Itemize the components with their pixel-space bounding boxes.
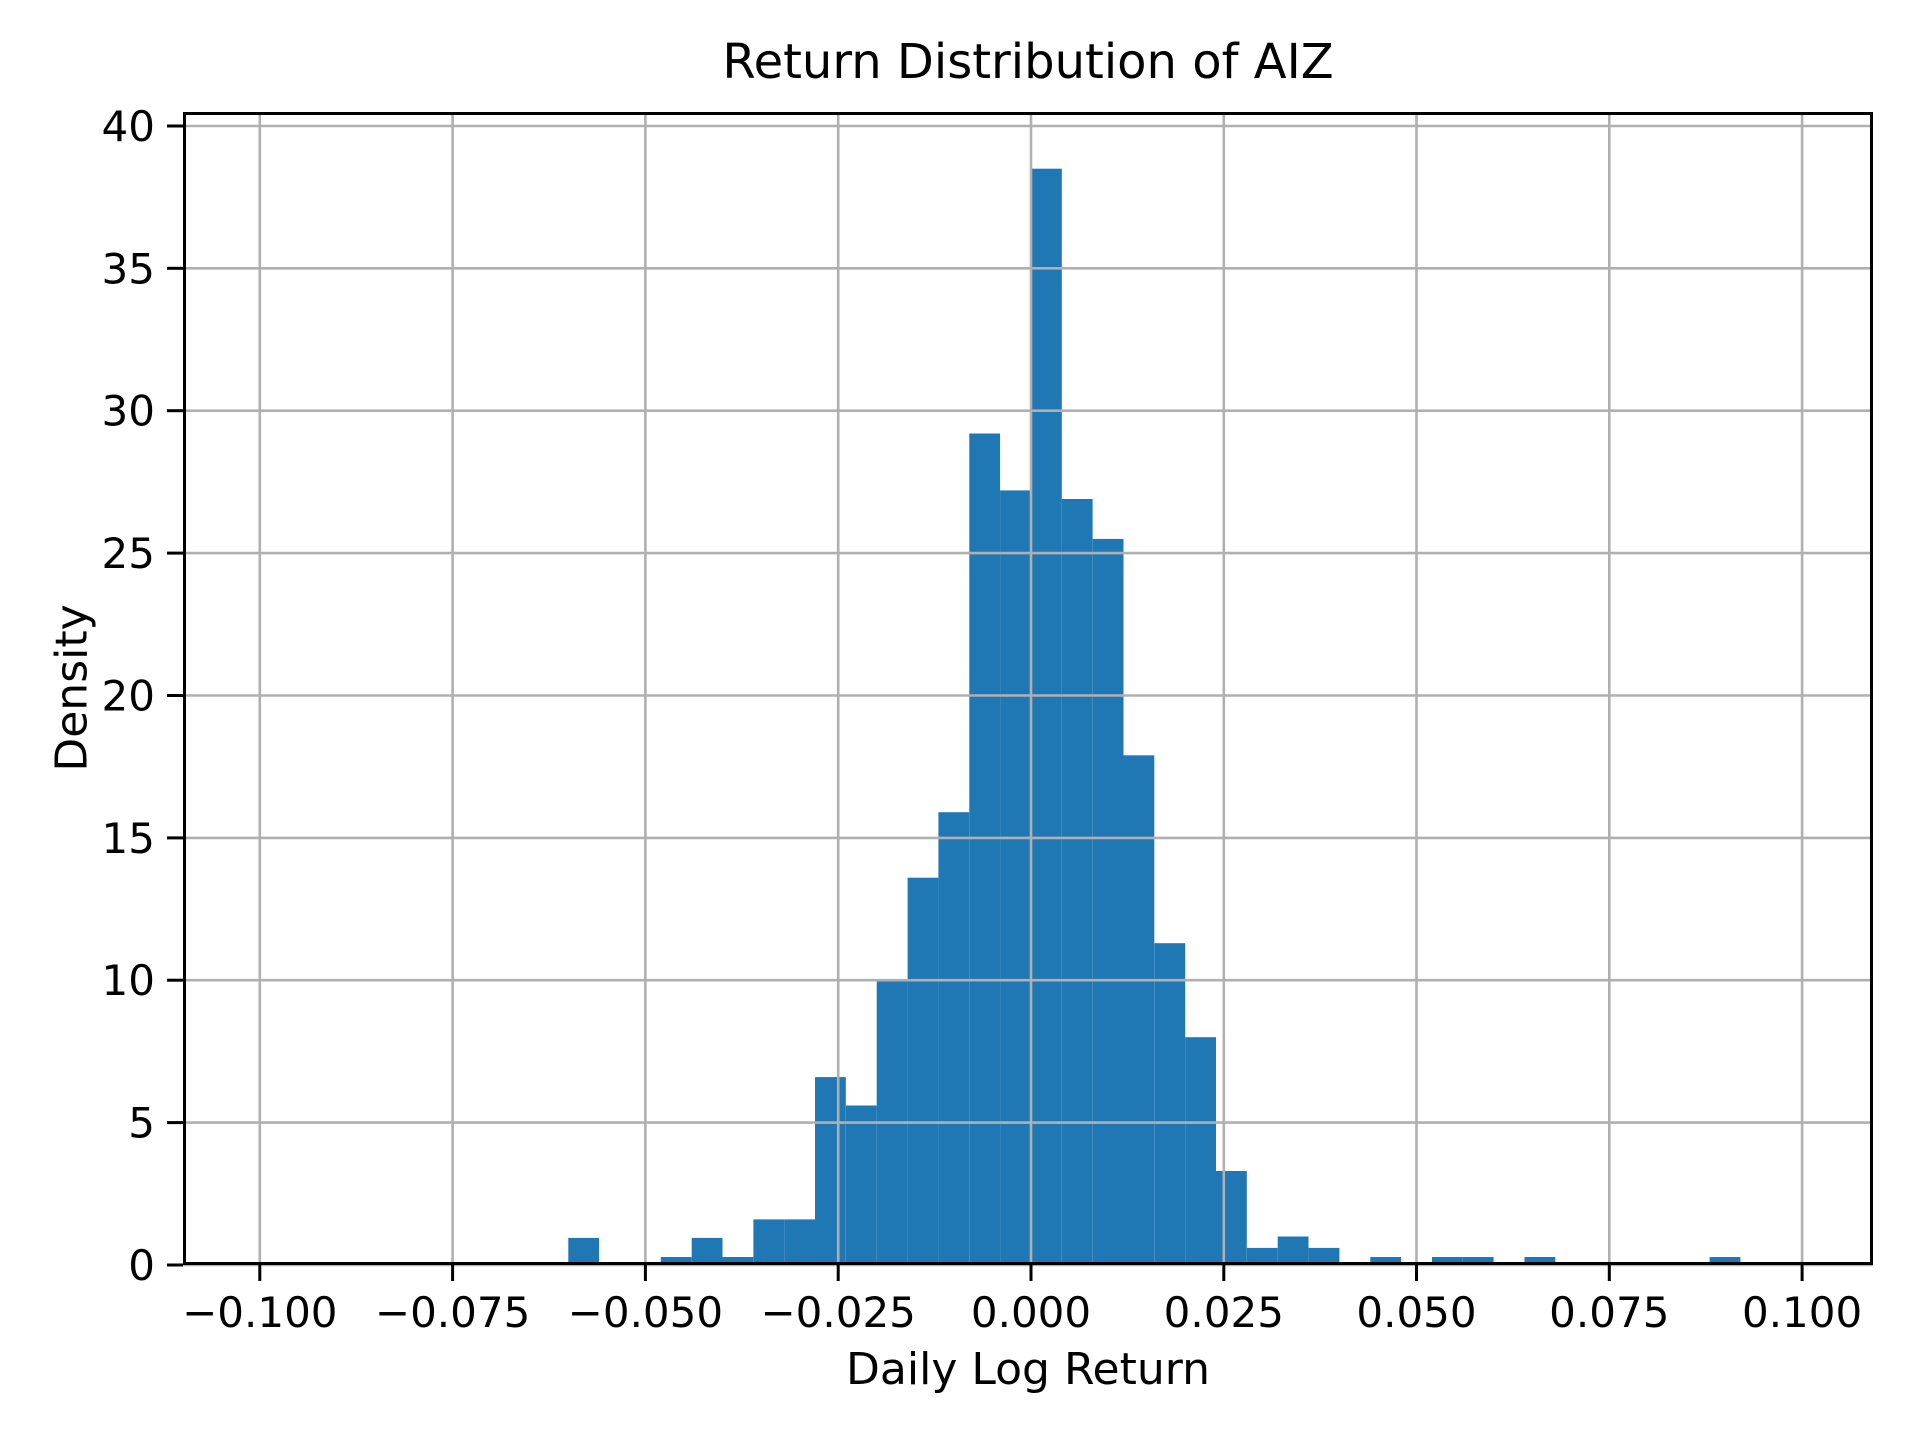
histogram-bar (938, 812, 970, 1265)
histogram-bar (722, 1257, 754, 1265)
histogram-bar (1216, 1171, 1247, 1265)
x-tick-label: −0.075 (375, 1288, 530, 1337)
x-tick-label: 0.050 (1356, 1288, 1476, 1337)
histogram-bar (1185, 1037, 1216, 1265)
y-tick-label: 40 (102, 102, 155, 151)
histogram-bar (1462, 1257, 1494, 1265)
histogram-bar (845, 1105, 877, 1265)
x-tick-label: 0.075 (1549, 1288, 1669, 1337)
y-axis-label: Density (46, 604, 98, 772)
histogram-bar (568, 1237, 600, 1265)
histogram-bar (1308, 1247, 1340, 1265)
x-tick-label: −0.025 (760, 1288, 915, 1337)
histogram-bar (815, 1077, 846, 1265)
histogram-bar (1709, 1257, 1741, 1265)
y-tick-label: 30 (102, 387, 155, 436)
y-tick-label: 0 (128, 1241, 155, 1290)
histogram-plot-area: −0.100 −0.075 −0.050 −0.025 0.000 0.025 0.050 0… (102, 102, 1873, 1337)
x-tick-label: 0.025 (1164, 1288, 1284, 1337)
histogram-bar (907, 877, 939, 1265)
histogram-bar (660, 1257, 692, 1265)
histogram-bar (1524, 1257, 1556, 1265)
histogram-bar (1031, 168, 1062, 1266)
histogram-bar (1370, 1257, 1402, 1265)
chart-title: Return Distribution of AIZ (722, 34, 1334, 90)
histogram-bar (1246, 1247, 1278, 1265)
x-tick-label: 0.100 (1742, 1288, 1862, 1337)
x-axis-label: Daily Log Return (846, 1344, 1210, 1395)
x-tick-label: 0.000 (971, 1288, 1091, 1337)
y-tick-label: 25 (102, 529, 155, 578)
y-tick-label: 5 (128, 1099, 155, 1148)
y-tick-label: 10 (102, 956, 155, 1005)
histogram-bar (784, 1219, 815, 1265)
histogram-bar (1092, 538, 1124, 1265)
y-tick-label: 15 (102, 814, 155, 863)
histogram-bar (1277, 1236, 1309, 1265)
histogram-bar (1432, 1257, 1463, 1265)
y-tick-label: 35 (102, 244, 155, 293)
histogram-bar (691, 1237, 723, 1265)
histogram-bar (1061, 499, 1093, 1265)
x-tick-label: −0.050 (568, 1288, 723, 1337)
x-tick-label: −0.100 (182, 1288, 337, 1337)
histogram-bar (753, 1219, 785, 1265)
histogram-bar (1000, 490, 1031, 1265)
y-tick-label: 20 (102, 672, 155, 721)
histogram-bar (969, 433, 1001, 1265)
histogram-bar (1123, 755, 1155, 1265)
histogram-bar (1154, 943, 1186, 1265)
plot-spines (183, 112, 1873, 1265)
